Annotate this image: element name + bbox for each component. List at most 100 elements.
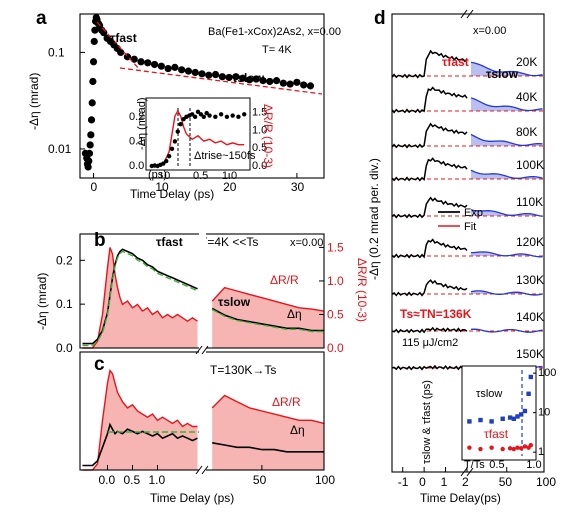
panel-c-xtick-label: 0.0 (99, 473, 116, 487)
panel-a-point (232, 73, 240, 81)
panel-a-point (164, 64, 172, 73)
panel-b-ytick-left-label: 0.1 (56, 297, 73, 311)
panel-d-xtick-label: 50 (499, 475, 513, 489)
panel-a-inset-ytick-right-label: 0.5 (252, 142, 267, 154)
panel-a-xtick-label: 30 (291, 180, 305, 194)
panel-a-inset-point (213, 114, 218, 119)
panel-a-inset-ytick-right-label: 1.5 (252, 107, 267, 119)
panel-a-point (150, 60, 159, 69)
panel-a-inset-point (164, 158, 169, 164)
panel-b-doping-label: x=0.00 (290, 237, 323, 249)
panel-d-trace-right (471, 251, 543, 258)
panel-c-xtick-label: 0.5 (124, 473, 141, 487)
panel-a-inset-point (230, 113, 235, 118)
panel-a-ylabel: -Δη (mrad) (27, 73, 41, 130)
panel-a-inset-point (181, 117, 186, 122)
panel-a: a 0 10 20 300.010.1 Time Delay (ps) -Δη (mr… (27, 8, 341, 201)
panel-a-point (191, 68, 199, 77)
panel-a-inset-ytick-right-label: 1.0 (252, 124, 267, 136)
panel-a-point (84, 163, 92, 171)
panel-b-ytick-left-label: 0.2 (56, 253, 73, 267)
panel-b-dr-curve-left (82, 247, 198, 349)
panel-a-inset-xtick-label: 0 (164, 170, 170, 182)
panel-b-dr-fill-left (82, 247, 198, 348)
panel-a-inset-point (172, 139, 178, 144)
panel-a-inset-point (198, 112, 204, 117)
panel-a-frame (79, 13, 325, 179)
panel-a-inset-ytick-left-label: 0.2 (129, 111, 144, 123)
panel-a-point (130, 55, 138, 63)
panel-a-ytick-label: 0.1 (48, 45, 65, 59)
panel-d-inset-fast-point (522, 444, 528, 449)
panel-a-inset-point (242, 112, 247, 117)
panel-b-dr-label: ΔR/R (270, 273, 299, 287)
panel-d-inset-slow-point (467, 419, 472, 424)
panel-d-trace-right (470, 97, 543, 112)
panel-d-inset-slow-point (526, 391, 531, 396)
panel-d-trace-left (391, 279, 468, 297)
panel-label-c: c (94, 354, 105, 375)
panel-d-trace-right (470, 169, 543, 179)
panel-c-eta-label: Δη (290, 423, 305, 437)
panel-c: c 0.0 0.5 1.0 50 100 T=130K→Ts ΔR/R Δη Time … (79, 351, 335, 505)
panel-d-slow-fill (471, 170, 543, 179)
panel-a-point (85, 157, 93, 165)
panel-d-inset-xtick-label: 0.5 (489, 459, 504, 471)
panel-a-inset-ytick-left-label: 0.1 (129, 135, 144, 147)
panel-a-point (178, 66, 186, 74)
panel-a-inset-xlabel: (ps) (148, 169, 167, 181)
panel-b-ytick-right-label: 1.0 (327, 274, 344, 288)
panel-a-inset-xtick-label: 1.0 (222, 170, 237, 182)
panel-label-b: b (94, 230, 106, 251)
panel-d-xtick-label: -1 (398, 475, 409, 489)
panel-a-inset-point (175, 129, 180, 134)
panel-a-point (306, 82, 315, 90)
panel-b-fit-curve-left (82, 250, 198, 347)
panel-d-trace-left (391, 86, 468, 114)
panel-a-inset-point (161, 161, 166, 166)
panel-a-inset-dr-curve (151, 109, 245, 167)
panel-d-xlabel: Time Delay(ps) (420, 491, 501, 505)
panel-d-inset-fast-point (500, 446, 505, 452)
panel-d-inset-ylabel: τslow & τfast (ps) (421, 380, 433, 464)
panel-d-fluence-label: 115 μJ/cm2 (402, 337, 458, 349)
panel-d-inset-fast-point (478, 446, 483, 452)
panel-a-point (266, 77, 274, 86)
panel-d-inset-slow-point (489, 419, 494, 424)
panel-d-trace-right (470, 290, 543, 296)
panel-c-dr-curve-right (211, 394, 325, 425)
panel-d-inset-slow-point (478, 417, 483, 423)
panel-a-inset-ylabel-right: ΔR/R (10-3) (261, 104, 275, 168)
panel-c-xtick-label: 50 (253, 473, 267, 487)
panel-d-slow-fill (471, 97, 543, 111)
panel-b-ylabel-left: -Δη (mrad) (35, 273, 49, 330)
panel-d-inset-ytick-label: 100 (538, 367, 556, 379)
panel-a-point (88, 99, 96, 107)
panel-d-temp-label: 40K (516, 90, 537, 104)
panel-d-inset-ticks: 1 10 100 0.5 1.0 (489, 367, 556, 471)
panel-a-point (89, 58, 98, 66)
panel-a-point (198, 70, 206, 78)
panel-b-ytick-right-label: 1.5 (327, 240, 344, 254)
panel-a-ytick-label: 0.01 (48, 142, 72, 156)
panel-a-inset-point (201, 114, 206, 119)
panel-a-point (184, 67, 193, 75)
panel-d-inset-xlabel: T/Ts (464, 459, 485, 471)
panel-d-traces: 20K 40K 80K 100K 110K 120K 130K 140K 150K (391, 49, 544, 371)
panel-c-xtick-label: 100 (315, 473, 335, 487)
panel-d-inset-fast-point (519, 446, 524, 451)
panel-d-ylabel: -Δη (0.2 mrad per. div.) (367, 158, 381, 280)
panel-d-inset: 1 10 100 0.5 1.0 τslow & τfast (ps) τslow τf… (421, 365, 556, 471)
panel-a-point (205, 71, 213, 79)
panel-d-trace-left (391, 157, 468, 182)
panel-c-dr-fill-left (82, 370, 198, 470)
panel-a-inset-point (195, 109, 201, 115)
panel-d-trace-right (470, 133, 543, 147)
panel-d: d 20K 40K 80K 100K 110K 120K 130K 140K 150K -1 0 1… (367, 8, 556, 505)
panel-d-temp-label: 100K (516, 158, 544, 172)
panel-label-a: a (36, 8, 47, 29)
panel-d-inset-ytick-label: 10 (538, 407, 550, 419)
panel-d-axis-break (460, 9, 474, 477)
panel-d-trace-left (391, 122, 468, 149)
panel-d-temp-label: 110K (516, 195, 543, 209)
